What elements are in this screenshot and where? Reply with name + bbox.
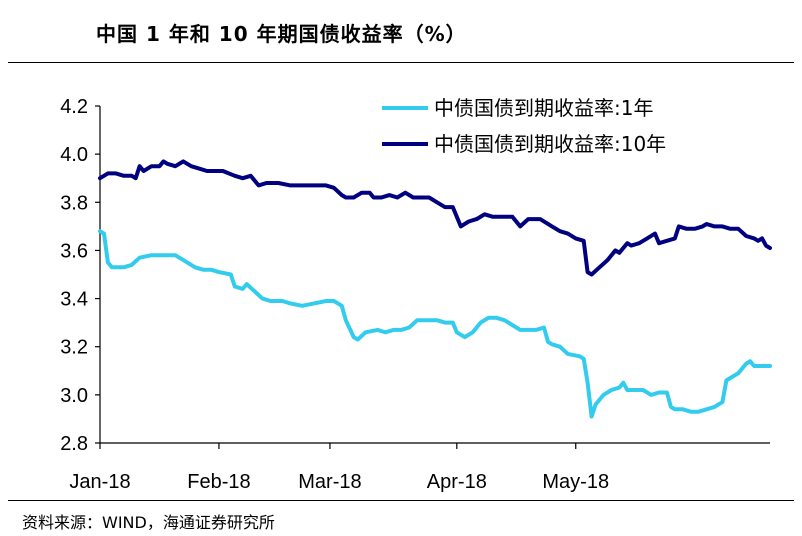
x-tick-label: Mar-18 bbox=[298, 471, 361, 493]
y-tick-label: 3.4 bbox=[60, 289, 88, 311]
series-line-10y bbox=[98, 159, 772, 277]
x-tick-label: Feb-18 bbox=[187, 471, 250, 493]
legend-label: 中债国债到期收益率:10年 bbox=[434, 132, 666, 156]
y-tick-label: 4.2 bbox=[60, 96, 88, 118]
y-tick-label: 3.2 bbox=[60, 337, 88, 359]
x-tick-label: Jan-18 bbox=[69, 471, 130, 493]
y-tick-label: 3.0 bbox=[60, 385, 88, 407]
source-note: 资料来源：WIND，海通证券研究所 bbox=[22, 513, 275, 532]
series-line-1y bbox=[98, 229, 772, 419]
legend-label: 中债国债到期收益率:1年 bbox=[434, 96, 653, 120]
y-tick-label: 4.0 bbox=[60, 144, 88, 166]
x-tick-label: May-18 bbox=[542, 471, 609, 493]
y-tick-label: 2.8 bbox=[60, 433, 88, 455]
x-tick-label: Apr-18 bbox=[427, 471, 487, 493]
footer-divider bbox=[8, 500, 794, 501]
chart-series-layer bbox=[98, 159, 772, 419]
y-tick-label: 3.8 bbox=[60, 192, 88, 214]
title-divider bbox=[8, 62, 794, 63]
chart-title: 中国 1 年和 10 年期国债收益率（%） bbox=[96, 22, 467, 46]
y-tick-label: 3.6 bbox=[60, 240, 88, 262]
chart-axes: 2.8 3.0 3.2 3.4 3.6 3.8 4.0 4.2 Jan-18 Feb-18 Mar-… bbox=[60, 96, 770, 493]
